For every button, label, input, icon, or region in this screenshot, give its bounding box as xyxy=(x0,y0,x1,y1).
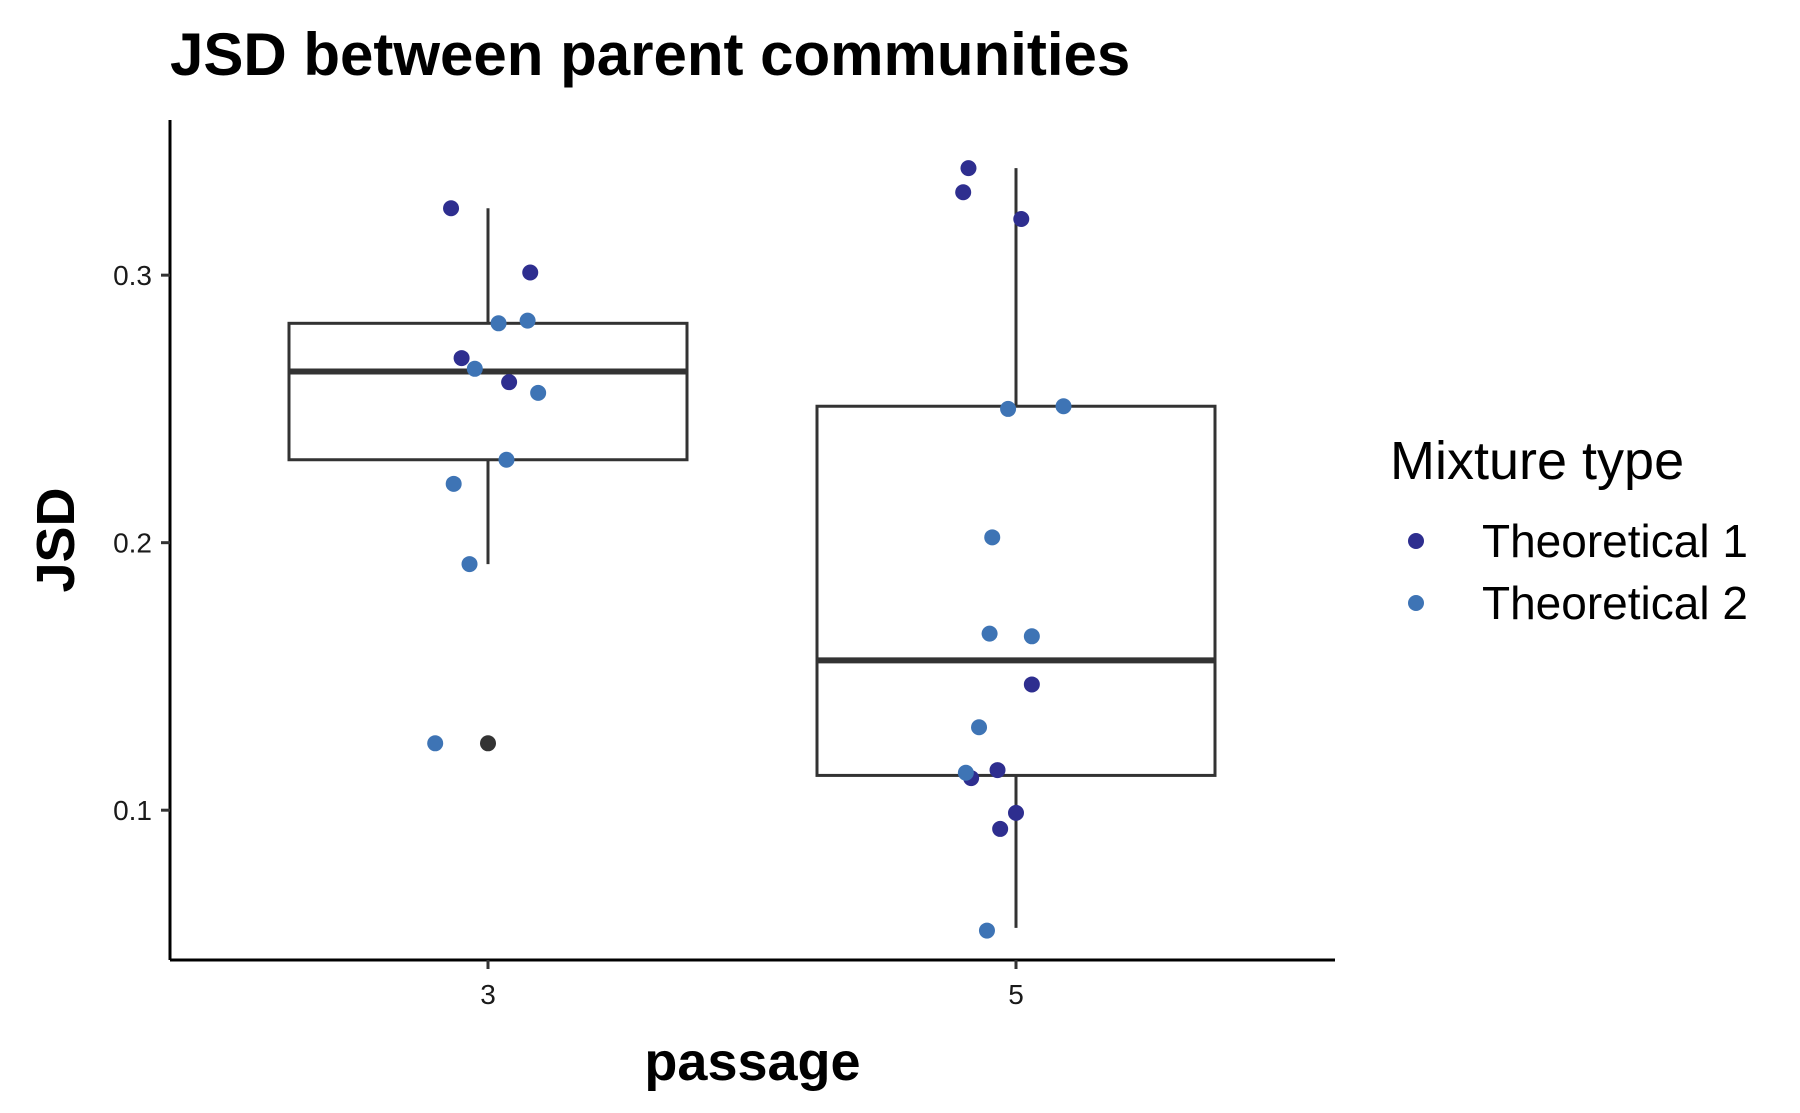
data-point xyxy=(443,200,460,217)
data-point xyxy=(971,719,988,736)
data-point xyxy=(981,625,998,642)
data-point xyxy=(522,264,539,281)
axis-layer: 0.1 0.2 0.3 3 5 passage JSD xyxy=(26,120,1335,1092)
data-point xyxy=(427,735,444,752)
data-point xyxy=(957,764,974,781)
y-tick-label: 0.1 xyxy=(113,795,152,826)
data-point xyxy=(1000,400,1017,417)
data-point xyxy=(955,184,972,201)
legend-item: Theoretical 1 xyxy=(1390,510,1748,572)
legend-item: Theoretical 2 xyxy=(1390,572,1748,634)
data-point xyxy=(984,529,1001,546)
data-point xyxy=(530,384,547,401)
data-point xyxy=(519,312,536,329)
data-point xyxy=(1055,398,1072,415)
box-iqr xyxy=(287,321,689,462)
x-tick-label: 5 xyxy=(1008,979,1024,1010)
data-point xyxy=(992,820,1009,837)
legend-key-icon xyxy=(1408,595,1424,611)
data-point xyxy=(453,350,470,367)
data-point xyxy=(960,160,977,177)
box-layer xyxy=(287,168,1217,928)
data-point xyxy=(1013,210,1030,227)
data-point xyxy=(498,451,515,468)
x-axis-label: passage xyxy=(644,1032,860,1092)
outlier-point xyxy=(480,735,496,752)
data-point xyxy=(490,315,507,332)
point-layer xyxy=(427,160,1072,939)
y-tick-label: 0.3 xyxy=(113,260,152,291)
data-point xyxy=(1008,804,1024,821)
data-point xyxy=(1023,676,1040,693)
legend-title: Mixture type xyxy=(1390,431,1685,491)
data-point xyxy=(501,374,518,391)
box-iqr xyxy=(815,404,1217,777)
data-point xyxy=(461,556,478,573)
legend: Mixture type Theoretical 1 Theoretical 2 xyxy=(1390,430,1748,634)
legend-label: Theoretical 2 xyxy=(1482,577,1748,629)
y-tick-label: 0.2 xyxy=(113,528,152,559)
x-tick-label: 3 xyxy=(480,979,496,1010)
data-point xyxy=(1023,628,1040,645)
data-point xyxy=(989,762,1006,779)
series-theoretical-2 xyxy=(427,312,1072,939)
y-axis-label: JSD xyxy=(26,487,86,592)
chart-title: JSD between parent communities xyxy=(170,21,1131,88)
data-point xyxy=(466,360,483,377)
legend-key-icon xyxy=(1408,533,1424,549)
legend-label: Theoretical 1 xyxy=(1482,515,1748,567)
legend-items: Theoretical 1 Theoretical 2 xyxy=(1390,510,1748,634)
data-point xyxy=(978,922,995,939)
boxplot-5 xyxy=(815,168,1217,928)
series-theoretical-1 xyxy=(443,160,1040,837)
data-point xyxy=(445,475,462,492)
boxplot-3 xyxy=(287,208,689,752)
